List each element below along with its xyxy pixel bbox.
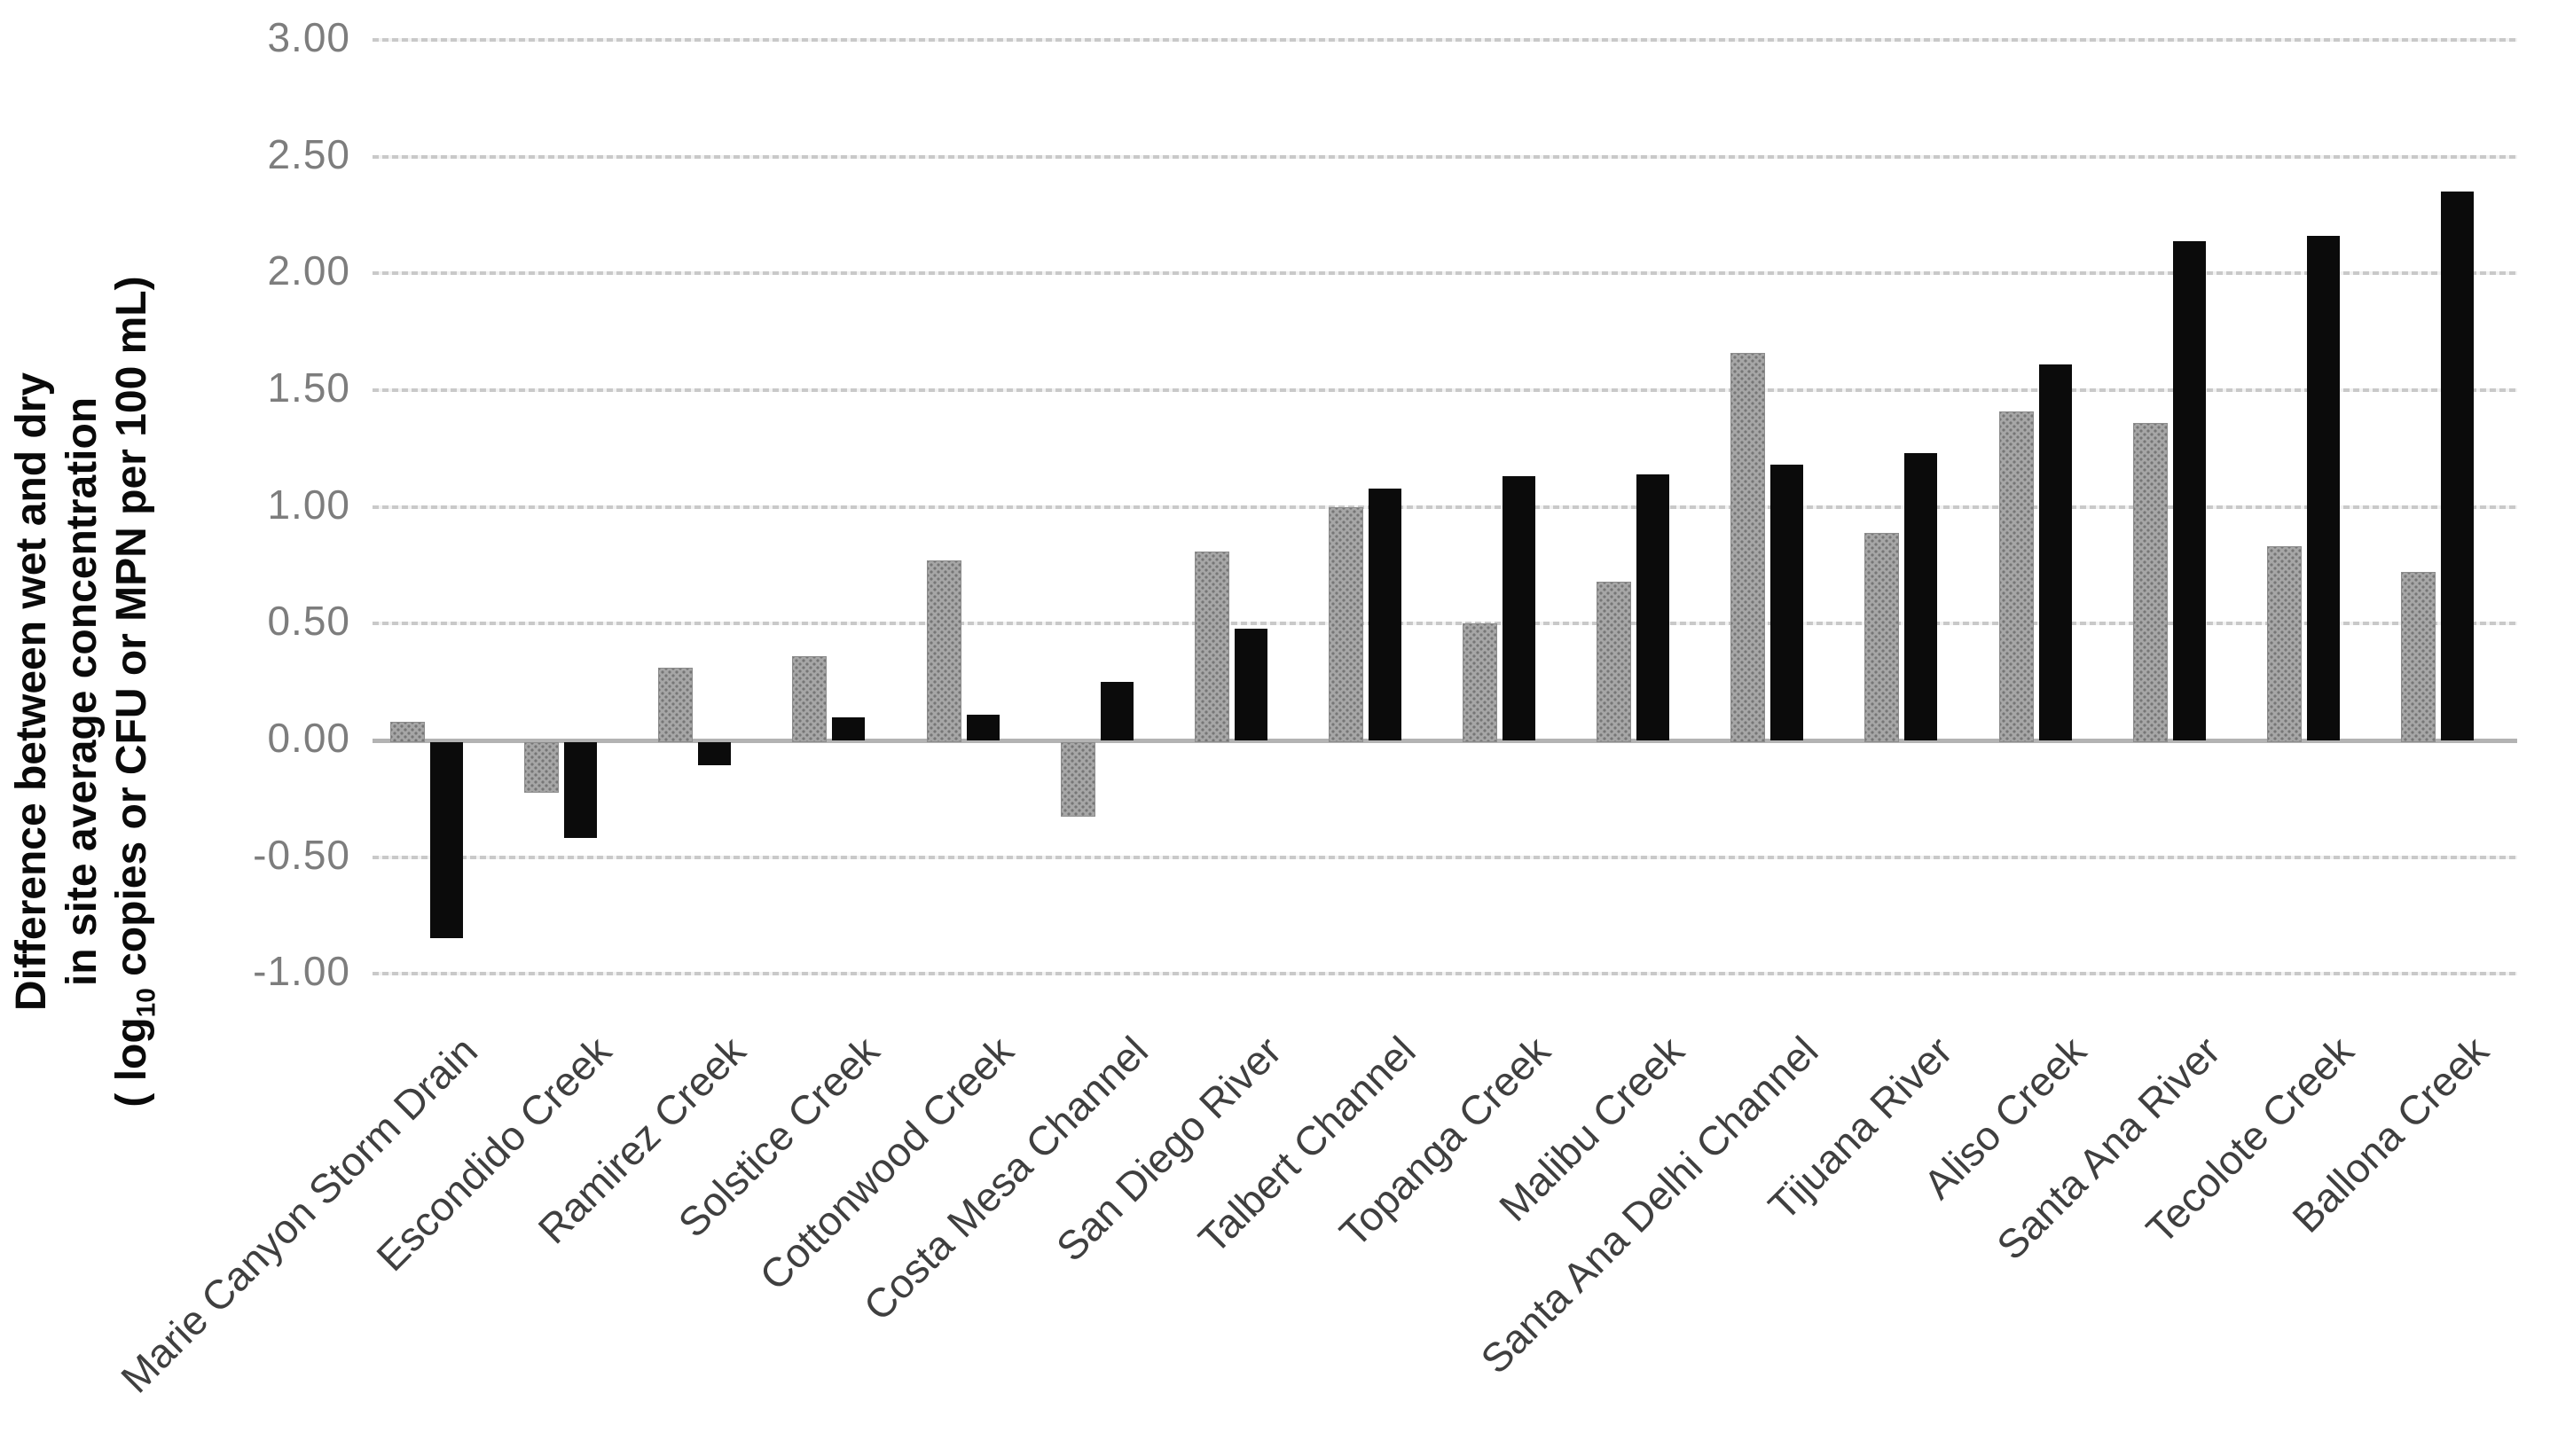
y-tick-label: 0.00	[267, 715, 350, 761]
gridline	[373, 38, 2517, 43]
bar-black-5	[966, 715, 1000, 740]
y-tick-label: 2.50	[267, 130, 350, 177]
gridline	[373, 855, 2517, 859]
bar-gray-11	[1730, 352, 1766, 742]
bar-gray-5	[926, 560, 961, 742]
bar-gray-9	[1463, 623, 1497, 742]
bar-gray-13	[1998, 411, 2034, 742]
bar-black-16	[2440, 192, 2474, 740]
bar-black-8	[1368, 488, 1401, 740]
bar-black-14	[2172, 240, 2206, 740]
x-category-label: Cottonwood Creek	[750, 1027, 1023, 1299]
bar-gray-3	[658, 668, 694, 742]
gridline	[373, 622, 2517, 626]
y-tick-label: 3.00	[267, 14, 350, 61]
gridline	[373, 154, 2517, 159]
y-tick-label: -1.00	[253, 948, 350, 995]
bar-gray-4	[792, 656, 828, 742]
bar-gray-14	[2132, 422, 2168, 742]
bar-black-12	[1904, 453, 1938, 740]
bar-gray-2	[524, 742, 560, 794]
y-tick-label: 0.50	[267, 598, 350, 645]
bar-black-9	[1503, 476, 1535, 740]
y-tick-label: 1.00	[267, 481, 350, 528]
bar-black-11	[1770, 465, 1804, 740]
gridline	[373, 271, 2517, 276]
x-category-label: San Diego River	[1047, 1027, 1291, 1271]
bar-gray-12	[1864, 532, 1900, 742]
bar-gray-10	[1597, 581, 1632, 742]
y-tick-label: 1.50	[267, 364, 350, 411]
bar-black-4	[832, 716, 866, 740]
bar-black-6	[1100, 682, 1134, 740]
bar-black-15	[2306, 236, 2340, 740]
y-tick-label: -0.50	[253, 831, 350, 878]
bar-black-10	[1636, 474, 1670, 740]
bar-black-13	[2038, 364, 2072, 740]
gridline	[373, 388, 2517, 393]
bar-gray-1	[390, 721, 425, 742]
zero-axis-line	[373, 739, 2517, 743]
x-category-label: Santa Ana River	[1987, 1027, 2229, 1269]
bar-gray-8	[1328, 506, 1363, 742]
gridline	[373, 505, 2517, 509]
bar-gray-16	[2400, 572, 2436, 742]
bar-black-1	[430, 742, 463, 939]
bar-black-7	[1234, 628, 1267, 740]
bar-black-2	[564, 742, 598, 838]
gridline	[373, 972, 2517, 976]
bar-gray-6	[1060, 742, 1095, 817]
y-tick-label: 2.00	[267, 247, 350, 294]
x-category-label: Escondido Creek	[367, 1027, 621, 1280]
bar-gray-7	[1194, 551, 1229, 742]
bar-gray-15	[2266, 546, 2302, 742]
bar-black-3	[698, 742, 732, 766]
